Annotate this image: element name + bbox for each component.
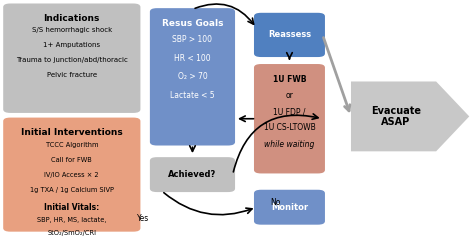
Text: No: No: [270, 198, 281, 207]
Text: Evacuate
ASAP: Evacuate ASAP: [371, 106, 421, 127]
FancyBboxPatch shape: [254, 190, 325, 225]
Text: 1U FWB: 1U FWB: [273, 74, 306, 83]
FancyBboxPatch shape: [150, 8, 235, 146]
Text: StO₂/SmO₂/CRI: StO₂/SmO₂/CRI: [47, 231, 96, 237]
Text: Pelvic fracture: Pelvic fracture: [47, 72, 97, 78]
Text: Reassess: Reassess: [268, 30, 311, 39]
Text: S/S hemorrhagic shock: S/S hemorrhagic shock: [32, 27, 112, 33]
Polygon shape: [351, 82, 469, 151]
FancyBboxPatch shape: [3, 4, 140, 113]
FancyBboxPatch shape: [150, 157, 235, 192]
Text: Indications: Indications: [44, 14, 100, 23]
Text: HR < 100: HR < 100: [174, 54, 211, 63]
Text: Call for FWB: Call for FWB: [52, 157, 92, 163]
Text: Resus Goals: Resus Goals: [162, 19, 223, 28]
FancyBboxPatch shape: [254, 13, 325, 57]
Text: 1U FDP /: 1U FDP /: [273, 107, 306, 116]
Text: Lactate < 5: Lactate < 5: [170, 91, 215, 100]
Text: Achieved?: Achieved?: [168, 170, 217, 179]
Text: SBP > 100: SBP > 100: [173, 35, 212, 44]
Text: Trauma to junction/abd/thoracic: Trauma to junction/abd/thoracic: [16, 57, 128, 63]
Text: Initial Vitals:: Initial Vitals:: [44, 203, 100, 212]
Text: Monitor: Monitor: [271, 203, 308, 212]
Text: or: or: [285, 91, 293, 100]
Text: O₂ > 70: O₂ > 70: [178, 72, 207, 81]
Text: Yes: Yes: [137, 214, 149, 223]
Text: while waiting: while waiting: [264, 140, 315, 149]
Text: 1g TXA / 1g Calcium SIVP: 1g TXA / 1g Calcium SIVP: [30, 187, 114, 193]
Text: 1+ Amputations: 1+ Amputations: [43, 42, 100, 48]
Text: 1U CS-LTOWB: 1U CS-LTOWB: [264, 123, 315, 132]
Text: TCCC Algorithm: TCCC Algorithm: [46, 142, 98, 148]
FancyBboxPatch shape: [254, 64, 325, 173]
Text: SBP, HR, MS, lactate,: SBP, HR, MS, lactate,: [37, 217, 107, 223]
Text: IV/IO Access × 2: IV/IO Access × 2: [45, 172, 99, 178]
FancyBboxPatch shape: [3, 118, 140, 232]
Text: Initial Interventions: Initial Interventions: [21, 128, 123, 137]
